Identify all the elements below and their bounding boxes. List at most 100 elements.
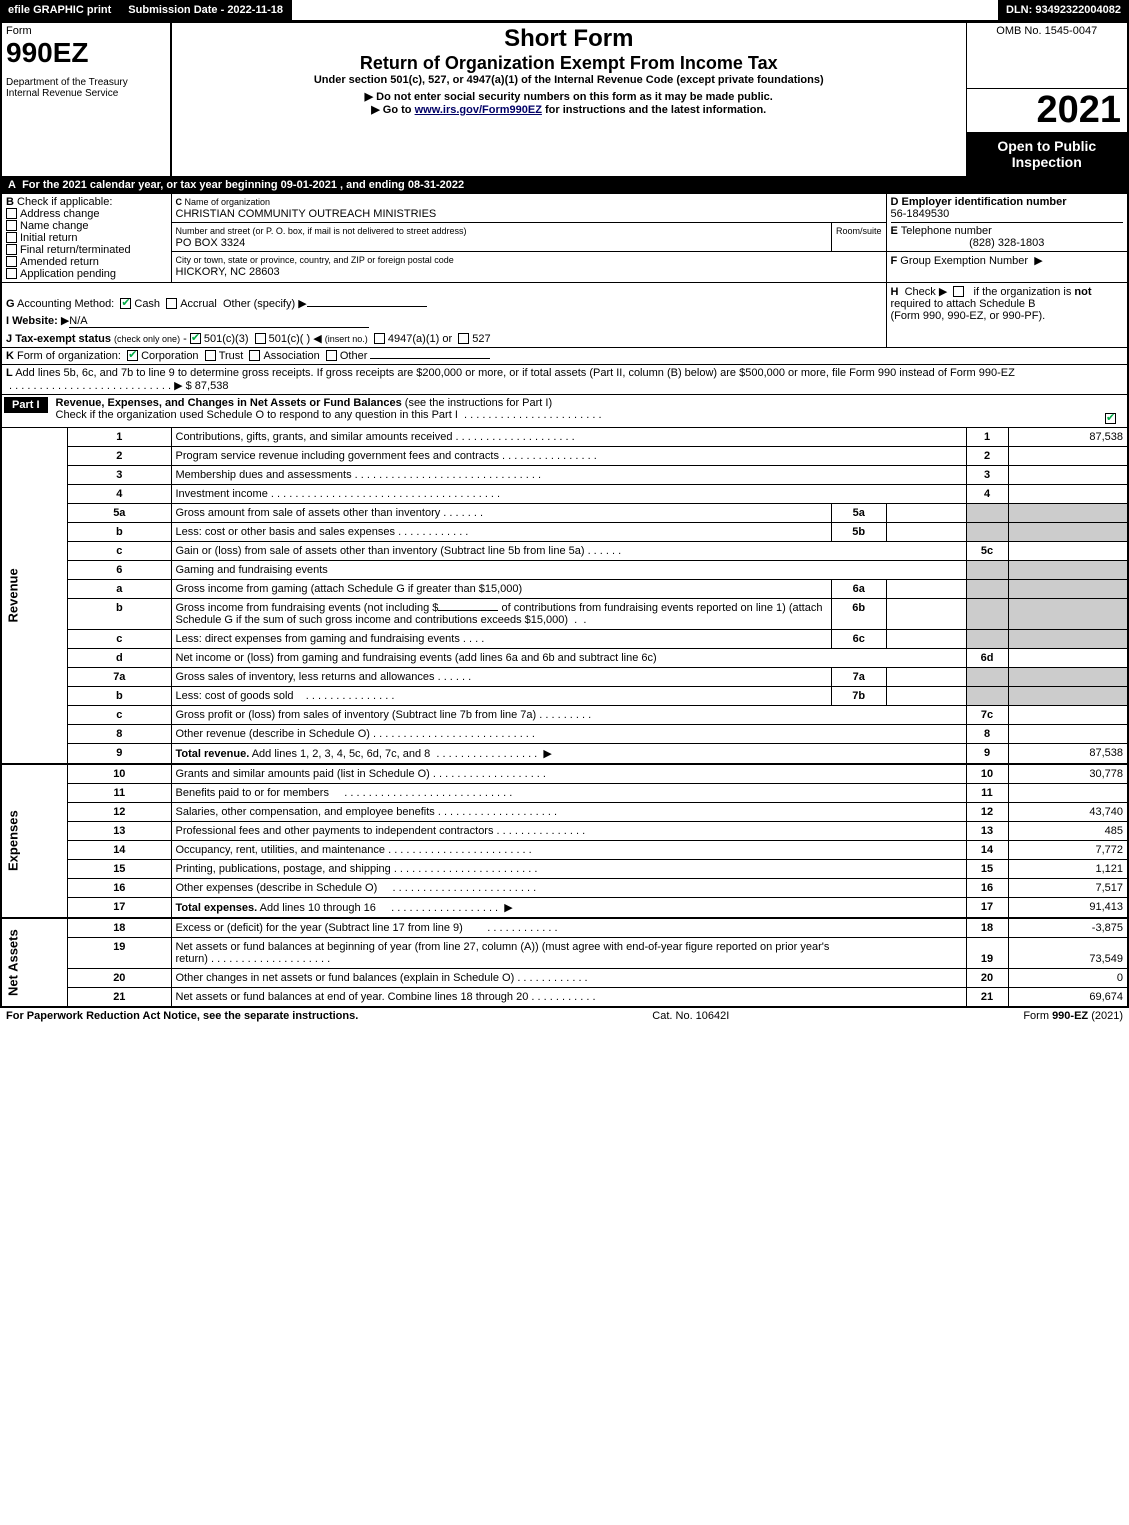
sub-val	[886, 686, 966, 705]
room-label: Room/suite	[836, 226, 882, 236]
line-desc: Gain or (loss) from sale of assets other…	[171, 541, 966, 560]
checkbox-501c3[interactable]	[190, 333, 201, 344]
part1-label: Part I	[4, 397, 48, 413]
expenses-vert-label: Expenses	[1, 764, 68, 918]
line-amt: 7,517	[1008, 878, 1128, 897]
line-amt	[1008, 484, 1128, 503]
line-ref: 17	[966, 897, 1008, 918]
sub-box: 6c	[831, 629, 886, 648]
line-amt: 91,413	[1008, 897, 1128, 918]
line-amt: 87,538	[1008, 743, 1128, 764]
checkbox-part1-schedo[interactable]	[1105, 413, 1116, 424]
line-num: 12	[68, 802, 171, 821]
checkbox-app-pending[interactable]	[6, 268, 17, 279]
line-desc: Other revenue (describe in Schedule O) .…	[171, 724, 966, 743]
line-desc: Grants and similar amounts paid (list in…	[171, 764, 966, 784]
b-item-0: Address change	[20, 208, 100, 220]
line-num: b	[68, 686, 171, 705]
line-desc: Gross income from fundraising events (no…	[171, 598, 831, 629]
line-num: 17	[68, 897, 171, 918]
line-desc: Gaming and fundraising events	[171, 560, 966, 579]
form-main: Form 990EZ Department of the Treasury In…	[0, 21, 1129, 1008]
line-ref: 1	[966, 427, 1008, 446]
contrib-input[interactable]	[438, 610, 498, 611]
line-num: 11	[68, 783, 171, 802]
checkbox-initial-return[interactable]	[6, 232, 17, 243]
b-item-2: Initial return	[20, 232, 77, 244]
checkbox-cash[interactable]	[120, 298, 131, 309]
sub-box: 7a	[831, 667, 886, 686]
part1-header: Part I Revenue, Expenses, and Changes in…	[1, 394, 1128, 427]
checkbox-assoc[interactable]	[249, 350, 260, 361]
line-amt-shaded	[1008, 667, 1128, 686]
line-amt	[1008, 724, 1128, 743]
line-ref: 9	[966, 743, 1008, 764]
line-ref: 20	[966, 968, 1008, 987]
line-amt-shaded	[1008, 503, 1128, 522]
line-amt	[1008, 783, 1128, 802]
line-ref-shaded	[966, 522, 1008, 541]
sub-val	[886, 503, 966, 522]
line-desc: Less: direct expenses from gaming and fu…	[171, 629, 831, 648]
line-amt-shaded	[1008, 629, 1128, 648]
line-num: 18	[68, 918, 171, 938]
checkbox-final-return[interactable]	[6, 244, 17, 255]
checkbox-4947[interactable]	[374, 333, 385, 344]
h-not: not	[1074, 286, 1091, 298]
line-num: 9	[68, 743, 171, 764]
checkbox-address-change[interactable]	[6, 208, 17, 219]
line-amt-shaded	[1008, 579, 1128, 598]
line-amt: 0	[1008, 968, 1128, 987]
j-note: (check only one)	[114, 334, 180, 344]
checkbox-amended[interactable]	[6, 256, 17, 267]
line-num: 7a	[68, 667, 171, 686]
h-text3: (Form 990, 990-EZ, or 990-PF).	[891, 310, 1046, 322]
l-value: $ 87,538	[186, 380, 229, 392]
line-ref-shaded	[966, 686, 1008, 705]
efile-print-button[interactable]: efile GRAPHIC print	[0, 0, 120, 20]
checkbox-527[interactable]	[458, 333, 469, 344]
sub-val	[886, 667, 966, 686]
checkbox-trust[interactable]	[205, 350, 216, 361]
line-ref-shaded	[966, 629, 1008, 648]
k-other-input[interactable]	[370, 358, 490, 359]
section-d-e: D Employer identification number 56-1849…	[886, 193, 1128, 251]
line-num: 15	[68, 859, 171, 878]
irs-link[interactable]: www.irs.gov/Form990EZ	[415, 104, 542, 116]
checkbox-name-change[interactable]	[6, 220, 17, 231]
org-name: CHRISTIAN COMMUNITY OUTREACH MINISTRIES	[176, 208, 437, 220]
checkbox-other-org[interactable]	[326, 350, 337, 361]
line-num: a	[68, 579, 171, 598]
section-l: L Add lines 5b, 6c, and 7b to line 9 to …	[1, 364, 1128, 394]
subtitle: Under section 501(c), 527, or 4947(a)(1)…	[176, 74, 962, 86]
g-other-input[interactable]	[307, 306, 427, 307]
footer-year: (2021)	[1088, 1010, 1123, 1022]
b-item-4: Amended return	[20, 256, 99, 268]
checkbox-h[interactable]	[953, 286, 964, 297]
line-num: c	[68, 629, 171, 648]
checkbox-corp[interactable]	[127, 350, 138, 361]
arrow-right-icon	[543, 748, 551, 760]
line-ref: 5c	[966, 541, 1008, 560]
arrow-right-icon	[174, 380, 182, 392]
checkbox-accrual[interactable]	[166, 298, 177, 309]
ein: 56-1849530	[891, 208, 950, 220]
year-cell: 2021 Open to Public Inspection	[966, 88, 1128, 176]
j-opt3: 4947(a)(1) or	[388, 333, 452, 345]
line-num: 5a	[68, 503, 171, 522]
section-a: A For the 2021 calendar year, or tax yea…	[1, 176, 1128, 193]
line-desc: Less: cost of goods sold . . . . . . . .…	[171, 686, 831, 705]
g-accrual: Accrual	[180, 298, 217, 310]
section-c-addr: Number and street (or P. O. box, if mail…	[171, 222, 831, 251]
line-num: 8	[68, 724, 171, 743]
line-amt-shaded	[1008, 686, 1128, 705]
e-label: Telephone number	[901, 225, 992, 237]
line-amt	[1008, 446, 1128, 465]
line-num: 10	[68, 764, 171, 784]
note-goto-pre: Go to	[383, 104, 415, 116]
line-amt: 69,674	[1008, 987, 1128, 1007]
checkbox-501c[interactable]	[255, 333, 266, 344]
line-ref: 16	[966, 878, 1008, 897]
section-i: I Website: N/A	[1, 312, 886, 330]
line-ref: 4	[966, 484, 1008, 503]
